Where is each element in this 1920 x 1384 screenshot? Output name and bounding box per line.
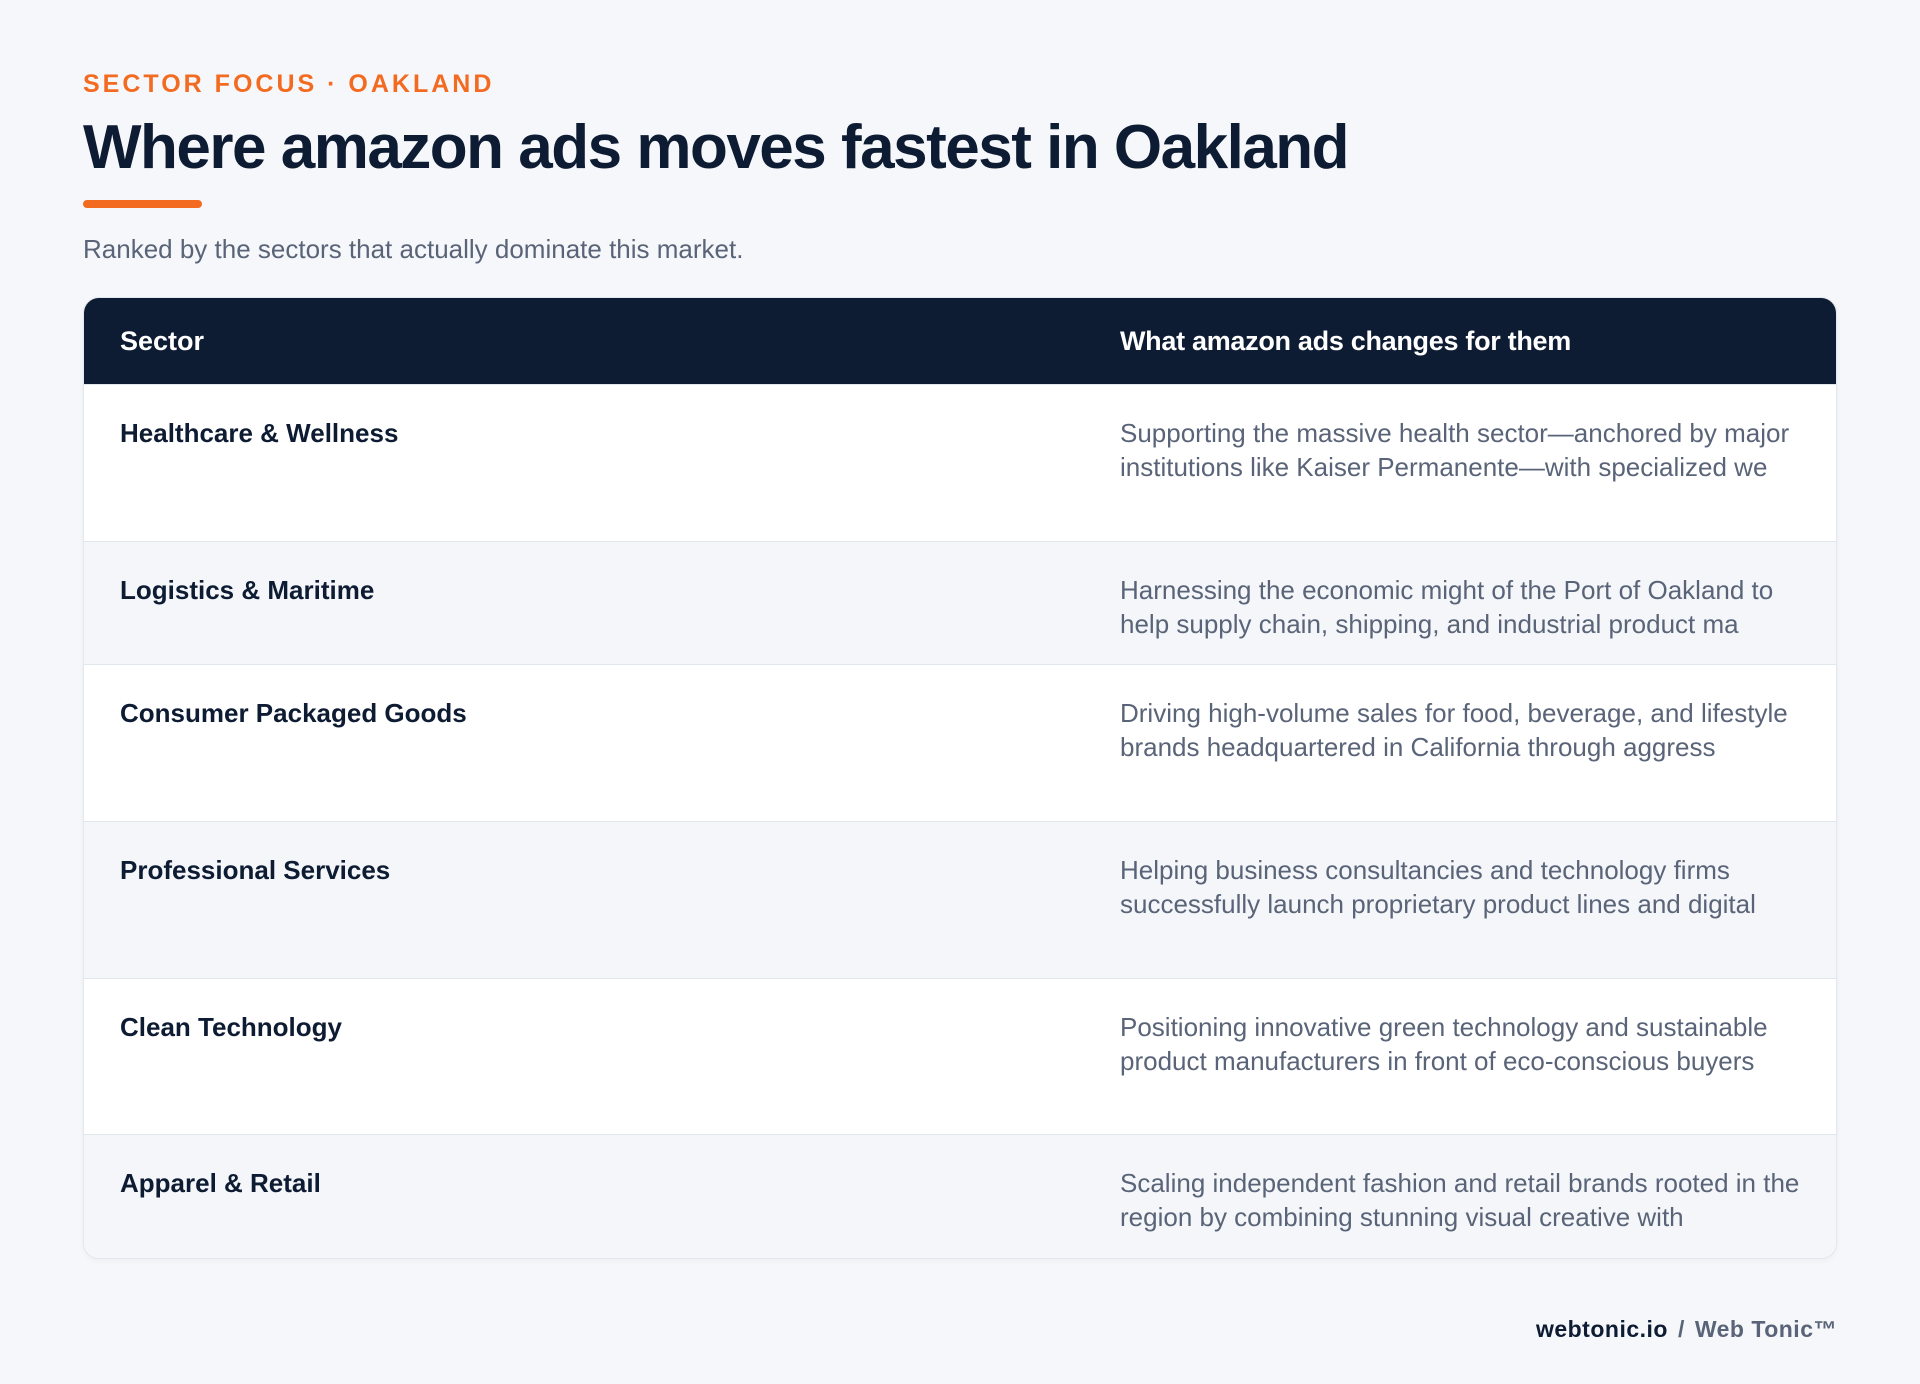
sector-description: Helping business consultancies and techn…: [1120, 855, 1756, 919]
table-row: Clean Technology Positioning innovative …: [84, 978, 1836, 1134]
page-subtitle: Ranked by the sectors that actually domi…: [83, 234, 744, 264]
title-accent-bar: [83, 200, 202, 208]
table-row: Logistics & Maritime Harnessing the econ…: [84, 541, 1836, 664]
table-row: Healthcare & Wellness Supporting the mas…: [84, 384, 1836, 541]
sector-name: Clean Technology: [120, 1012, 342, 1042]
sector-description: Harnessing the economic might of the Por…: [1120, 575, 1774, 639]
column-header-sector: Sector: [120, 325, 205, 356]
footer-separator: /: [1677, 1316, 1685, 1342]
sector-name: Apparel & Retail: [120, 1168, 321, 1198]
sector-name: Logistics & Maritime: [120, 575, 375, 605]
footer-brand: Web Tonic™: [1694, 1316, 1837, 1342]
sector-description: Scaling independent fashion and retail b…: [1120, 1168, 1800, 1232]
page-title: Where amazon ads moves fastest in Oaklan…: [83, 113, 1350, 182]
footer-credit: webtonic.io / Web Tonic™: [1536, 1316, 1837, 1343]
table-row: Professional Services Helping business c…: [84, 821, 1836, 978]
sector-description: Positioning innovative green technology …: [1120, 1012, 1768, 1076]
sector-description: Supporting the massive health sector—anc…: [1120, 418, 1790, 482]
sector-name: Healthcare & Wellness: [120, 418, 399, 448]
sector-table: Sector What amazon ads changes for them …: [83, 297, 1837, 1259]
sector-name: Consumer Packaged Goods: [120, 698, 467, 728]
sector-name: Professional Services: [120, 855, 391, 885]
table-header: Sector What amazon ads changes for them: [84, 298, 1836, 384]
sector-description: Driving high-volume sales for food, beve…: [1120, 698, 1788, 762]
column-header-changes: What amazon ads changes for them: [1120, 325, 1571, 356]
table-row: Consumer Packaged Goods Driving high-vol…: [84, 664, 1836, 821]
table-row: Apparel & Retail Scaling independent fas…: [84, 1134, 1836, 1258]
eyebrow-label: SECTOR FOCUS · OAKLAND: [83, 70, 495, 98]
footer-domain-link[interactable]: webtonic.io: [1535, 1316, 1668, 1342]
